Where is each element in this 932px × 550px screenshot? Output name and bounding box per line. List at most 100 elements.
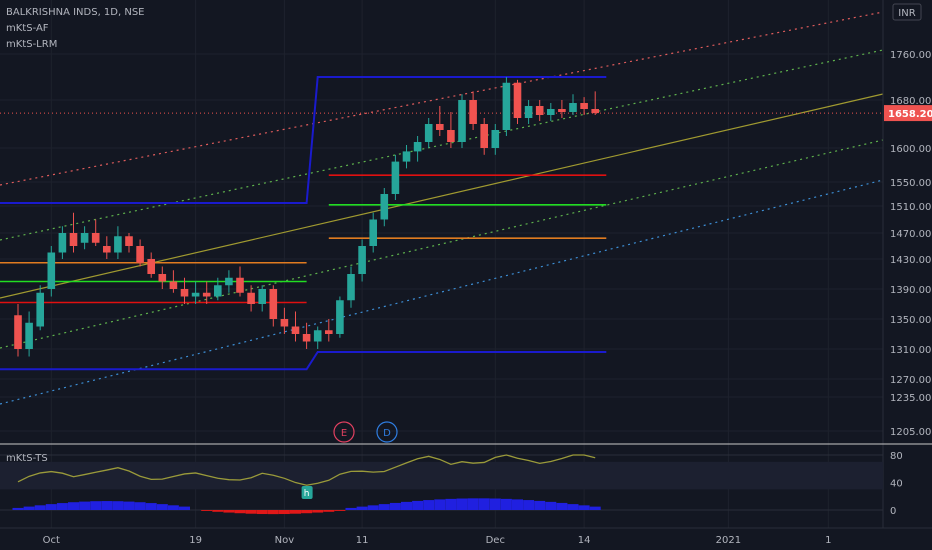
candle-body: [336, 300, 344, 334]
ts-band: [0, 461, 883, 490]
time-tick-label: Nov: [275, 535, 295, 546]
candle-body: [36, 292, 44, 327]
ts-histogram-bar: [434, 499, 446, 510]
candle-body: [558, 109, 566, 112]
candle-body: [302, 334, 311, 342]
price-tick-label: 1310.00: [890, 345, 931, 356]
currency-label: INR: [898, 8, 915, 19]
ts-histogram-bar: [301, 510, 313, 514]
ts-signal-label: h: [304, 489, 310, 499]
ts-histogram-bar: [101, 501, 113, 510]
ts-histogram-bar: [556, 502, 568, 510]
candle-body: [214, 285, 222, 297]
price-tick-label: 1510.00: [890, 202, 931, 213]
candle-body: [291, 326, 300, 334]
candle-body: [269, 289, 278, 319]
dividend-event-icon[interactable]: [376, 421, 398, 443]
earnings-event-label: E: [341, 428, 347, 439]
lrm-lower-line: [0, 179, 884, 405]
time-tick-label: Dec: [486, 535, 505, 546]
candle-body: [535, 106, 544, 115]
ts-histogram-bar: [156, 504, 168, 510]
ts-histogram-bar: [256, 510, 268, 515]
lrm-lower-mid-line: [0, 139, 884, 349]
price-tick-label: 1205.00: [890, 427, 931, 438]
candle-body: [436, 124, 444, 130]
price-tick-label: 1390.00: [890, 285, 931, 296]
ts-histogram-bar: [423, 500, 435, 510]
ts-histogram-bar: [290, 510, 301, 514]
ts-histogram-bar: [90, 501, 102, 510]
ts-indicator-pane: h: [0, 454, 883, 515]
time-axis[interactable]: Oct 19 Nov 11 Dec 14 2021 1: [43, 535, 832, 546]
candle-body: [114, 236, 122, 253]
ts-histogram-bar: [234, 510, 246, 514]
candle-body: [58, 233, 67, 253]
ts-histogram-bar: [323, 510, 335, 512]
ts-histogram-bar: [123, 501, 135, 510]
ts-histogram-bar: [179, 506, 190, 510]
last-price-label: 1658.20: [888, 109, 932, 120]
candle-body: [202, 292, 211, 297]
ts-histogram-bar: [167, 505, 179, 510]
candle-body: [325, 330, 333, 334]
ts-histogram-bar: [512, 499, 523, 510]
candle-body: [502, 82, 511, 130]
earnings-event-icon[interactable]: [333, 421, 355, 443]
ts-histogram-bar: [334, 510, 346, 511]
indicator-ts-label[interactable]: mKtS-TS: [6, 453, 48, 464]
ts-histogram-bar: [312, 510, 324, 513]
indicator-af-label[interactable]: mKtS-AF: [6, 23, 49, 34]
ts-histogram-bar: [401, 501, 412, 510]
ts-axis: 0 40 80: [890, 451, 903, 517]
ts-histogram-bar: [345, 507, 357, 510]
candle-body: [25, 322, 33, 349]
candle-body: [347, 274, 355, 301]
candle-body: [358, 246, 366, 274]
price-tick-label: 1550.00: [890, 178, 931, 189]
time-tick-label: 11: [356, 535, 369, 546]
last-price-tag: [884, 105, 932, 122]
lrm-upper-mid-line: [0, 49, 884, 241]
candle-body: [547, 109, 555, 115]
ts-histogram-bar: [79, 501, 91, 510]
candle-body: [591, 109, 599, 114]
ts-tick-label: 80: [890, 451, 903, 462]
indicator-lrm-label[interactable]: mKtS-LRM: [6, 39, 57, 50]
currency-badge[interactable]: [892, 3, 922, 21]
ts-histogram-bar: [56, 503, 68, 510]
time-tick-label: Oct: [43, 535, 60, 546]
candle-body: [524, 106, 533, 118]
candle-body: [103, 246, 111, 253]
dividend-event-label: D: [383, 428, 391, 439]
candle-body: [91, 233, 100, 243]
ts-histogram-bar: [112, 501, 124, 510]
candle-body: [491, 130, 500, 148]
candle-body: [369, 219, 377, 246]
ts-histogram-bar: [145, 503, 157, 510]
candle-body: [14, 315, 22, 349]
candle-body: [47, 252, 56, 289]
ts-histogram-bar: [267, 510, 279, 515]
ts-histogram-bar: [45, 504, 57, 510]
ts-histogram-bar: [389, 502, 401, 510]
candle-body: [402, 151, 411, 162]
lrm-channel: [0, 11, 884, 405]
candles: [14, 77, 599, 357]
ts-histogram-bar: [378, 504, 390, 510]
price-axis[interactable]: 1205.00 1235.00 1270.00 1310.00 1350.00 1390.…: [884, 50, 932, 438]
candle-body: [313, 330, 322, 342]
ts-histogram-bar: [201, 510, 213, 511]
ts-histogram-bar: [589, 506, 601, 510]
candle-body: [258, 289, 266, 304]
ts-histogram-bar: [245, 510, 257, 514]
ts-histogram-bar: [467, 498, 479, 510]
ts-histogram-bar: [456, 498, 468, 510]
price-tick-label: 1350.00: [890, 315, 931, 326]
ts-histogram-bar: [356, 506, 368, 510]
af-upper-box-line: [0, 76, 607, 204]
ts-histogram-bar: [68, 502, 79, 510]
time-tick-label: 1: [825, 535, 831, 546]
